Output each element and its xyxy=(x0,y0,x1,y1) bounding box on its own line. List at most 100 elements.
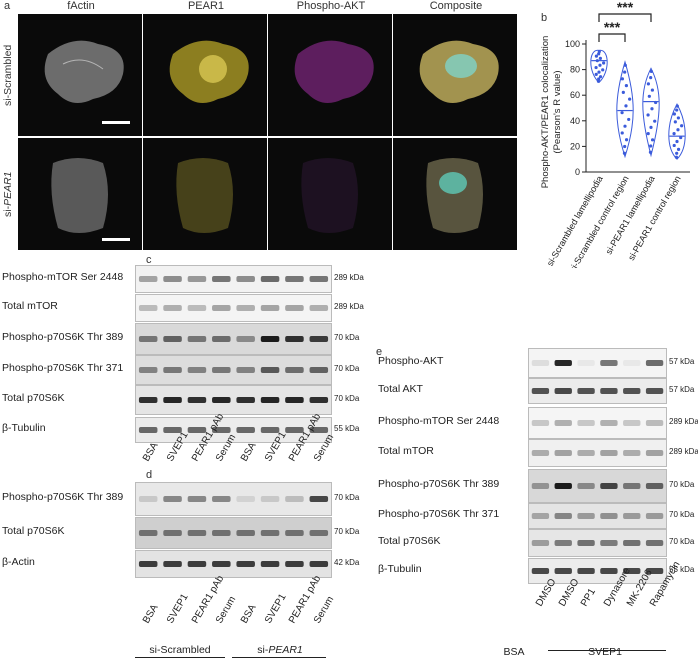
lane-label: SVEP1 xyxy=(262,592,289,626)
blot-band xyxy=(285,305,304,311)
blot-band xyxy=(554,513,572,519)
blot-band xyxy=(163,397,182,403)
blot-band xyxy=(531,388,550,394)
data-point xyxy=(598,75,603,79)
blot-band xyxy=(163,276,182,282)
blot-band xyxy=(623,483,641,489)
blot-band xyxy=(260,336,280,342)
data-point xyxy=(649,125,653,129)
blot-band xyxy=(163,336,182,342)
blot-band xyxy=(212,276,231,282)
data-point xyxy=(649,69,653,74)
blot-band xyxy=(309,530,329,536)
blot-label: Phospho-p70S6K Thr 371 xyxy=(2,362,124,374)
blot-label: β-Tubulin xyxy=(378,563,422,575)
blot-band xyxy=(645,568,664,574)
blot-band xyxy=(285,276,304,282)
data-point xyxy=(646,113,650,117)
blot-band xyxy=(260,276,280,282)
group-label: si-PEAR1 xyxy=(232,644,328,656)
blot-label: Total mTOR xyxy=(378,445,434,457)
blot-band xyxy=(138,427,158,433)
lane-label: Serum xyxy=(214,594,239,626)
blot-image xyxy=(528,469,667,503)
blot-band xyxy=(531,540,550,546)
kda-marker: 70 kDa xyxy=(334,394,360,403)
blot-band xyxy=(163,427,182,433)
micrograph-composite-pear1 xyxy=(393,138,517,250)
kda-marker: 42 kDa xyxy=(334,558,360,567)
data-point xyxy=(676,147,681,151)
blot-band xyxy=(236,530,255,536)
data-point xyxy=(622,151,627,155)
blot-label: Phospho-p70S6K Thr 389 xyxy=(2,491,124,503)
blot-band xyxy=(600,540,618,546)
blot-band xyxy=(309,367,329,373)
panel-b-letter: b xyxy=(541,12,548,24)
data-point xyxy=(672,112,676,116)
blot-label: Phospho-p70S6K Thr 371 xyxy=(378,508,500,520)
lane-label: PP1 xyxy=(579,586,599,609)
violin-shape xyxy=(668,103,686,160)
blot-band xyxy=(531,568,550,574)
significance-stars: *** xyxy=(617,0,634,15)
blot-label: β-Actin xyxy=(2,556,35,568)
blot-label: Total p70S6K xyxy=(2,525,65,537)
blot-band xyxy=(285,496,304,502)
blot-band xyxy=(236,367,255,373)
blot-image xyxy=(528,378,667,404)
data-point xyxy=(624,138,629,142)
row-label-si-pear1: si-PEAR1 xyxy=(2,171,14,217)
blot-band xyxy=(645,388,664,394)
data-point xyxy=(650,88,654,92)
data-point xyxy=(672,143,676,148)
blot-image xyxy=(528,503,667,529)
blot-band xyxy=(309,276,329,282)
data-point xyxy=(650,107,654,111)
blot-band xyxy=(645,420,664,426)
data-point xyxy=(623,70,627,74)
significance-stars: *** xyxy=(604,19,621,35)
lane-label: BSA xyxy=(141,602,161,626)
y-tick-label: 80 xyxy=(570,65,580,75)
blot-image xyxy=(135,550,332,578)
blot-band xyxy=(554,450,572,456)
blot-band xyxy=(554,483,572,489)
group-label: si-Scrambled xyxy=(149,644,211,656)
blot-band xyxy=(645,360,664,366)
data-point xyxy=(649,76,653,80)
blot-band xyxy=(600,388,618,394)
blot-band xyxy=(577,483,595,489)
blot-image xyxy=(135,355,332,385)
blot-band xyxy=(260,530,280,536)
blot-band xyxy=(623,360,641,366)
kda-marker: 70 kDa xyxy=(669,480,695,489)
data-point xyxy=(623,63,627,67)
micrograph-phospho-akt-scrambled xyxy=(268,14,392,136)
blot-band xyxy=(309,336,329,342)
blot-band xyxy=(138,530,158,536)
blot-band xyxy=(285,530,304,536)
blot-band xyxy=(577,360,595,366)
lane-label: Serum xyxy=(311,594,336,626)
kda-marker: 70 kDa xyxy=(334,527,360,536)
group-line xyxy=(548,650,666,651)
blot-band xyxy=(138,397,158,403)
blot-band xyxy=(138,276,158,282)
data-point xyxy=(601,68,605,72)
blot-band xyxy=(531,420,550,426)
micrograph-factin-scrambled xyxy=(18,14,142,136)
blot-band xyxy=(577,450,595,456)
blot-label: Phospho-mTOR Ser 2448 xyxy=(378,415,500,427)
blot-band xyxy=(554,388,572,394)
data-point xyxy=(594,54,598,58)
data-point xyxy=(620,111,624,115)
blot-image xyxy=(528,407,667,439)
kda-marker: 289 kDa xyxy=(669,447,698,456)
blot-band xyxy=(285,367,304,373)
blot-band xyxy=(163,530,182,536)
blot-band xyxy=(600,420,618,426)
blot-band xyxy=(138,561,158,567)
blot-band xyxy=(531,513,550,519)
blot-band xyxy=(645,450,664,456)
